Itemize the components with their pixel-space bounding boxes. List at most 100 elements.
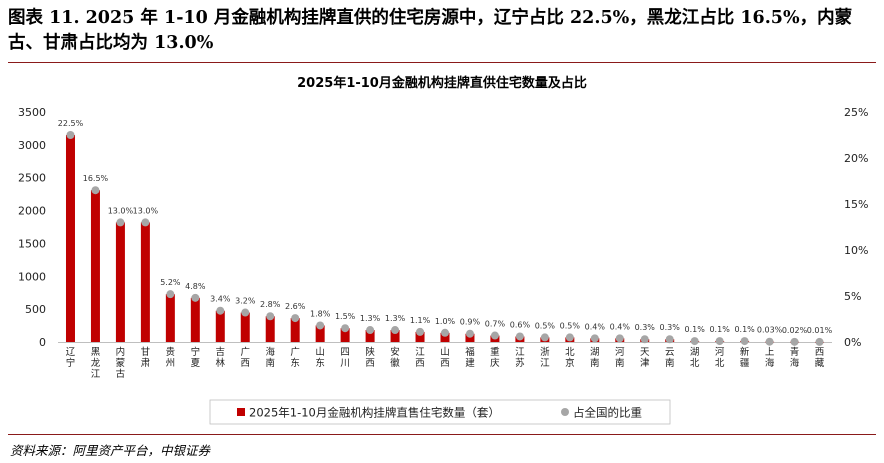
category-label: 重庆 [490, 346, 500, 369]
bar [465, 333, 475, 342]
bar [365, 330, 375, 342]
share-point [266, 312, 275, 321]
share-point [465, 329, 474, 338]
left-axis: 0 500 1000 1500 2000 2500 3000 3500 [18, 106, 46, 349]
share-label: 2.6% [285, 302, 306, 311]
category-label: 吉林 [216, 347, 226, 369]
share-point [416, 327, 425, 336]
top-rule [8, 62, 876, 63]
category-label: 内蒙古 [116, 346, 126, 380]
share-label: 1.0% [435, 317, 456, 326]
legend-frame [209, 399, 671, 425]
share-label: 4.8% [185, 282, 206, 291]
share-point [216, 306, 225, 315]
share-label: 0.6% [510, 320, 531, 329]
bar [340, 328, 350, 342]
share-point [640, 335, 649, 344]
share-point [366, 326, 375, 335]
category-label: 广东 [290, 346, 300, 369]
right-axis: 0% 5% 10% 15% 20% 25% [844, 106, 868, 349]
share-point [341, 324, 350, 333]
y-tick-label: 3000 [18, 139, 46, 152]
y-tick-label: 0 [39, 336, 46, 349]
bar [165, 294, 175, 342]
y-tick-label: 2000 [18, 205, 46, 218]
category-label: 辽宁 [66, 346, 76, 369]
category-label: 安徽 [390, 346, 400, 369]
category-label: 黑龙江 [91, 347, 101, 380]
share-point [391, 326, 400, 335]
category-label: 上海 [765, 347, 775, 369]
bar [440, 332, 450, 342]
share-point [665, 335, 674, 344]
share-point [515, 332, 524, 341]
share-point [740, 337, 749, 346]
bar [115, 222, 125, 342]
category-label: 福建 [465, 346, 475, 369]
share-label: 0.3% [660, 323, 681, 332]
y2-tick-label: 20% [844, 152, 868, 165]
category-label: 河南 [615, 346, 625, 369]
bar [215, 310, 225, 342]
share-point [241, 308, 250, 317]
category-label: 四川 [340, 347, 350, 369]
y-tick-label: 1000 [18, 270, 46, 283]
share-label: 1.8% [310, 309, 331, 318]
share-point [191, 293, 200, 302]
share-point [116, 218, 125, 227]
y-tick-label: 2500 [18, 172, 46, 185]
chart-title: 2025年1-10月金融机构挂牌直供住宅数量及占比 [297, 75, 587, 91]
legend-bar-swatch [237, 408, 245, 416]
category-label: 湖南 [590, 347, 600, 369]
share-point [91, 186, 100, 195]
bar [140, 222, 150, 342]
share-point [66, 131, 75, 139]
y2-tick-label: 25% [844, 106, 868, 119]
share-point [765, 337, 774, 346]
category-label: 海南 [265, 346, 275, 369]
share-label: 1.3% [385, 314, 406, 323]
share-label: 22.5% [58, 119, 84, 128]
category-label: 浙江 [540, 346, 550, 369]
y-tick-label: 1500 [18, 237, 46, 250]
category-label: 江西 [415, 347, 425, 369]
share-label: 0.03% [757, 326, 783, 335]
y2-tick-label: 5% [844, 290, 861, 303]
share-point [565, 333, 574, 342]
bar [90, 190, 100, 342]
share-label: 1.5% [335, 312, 356, 321]
category-label: 山东 [315, 347, 325, 369]
share-label: 5.2% [160, 278, 181, 287]
share-label: 2.8% [260, 300, 281, 309]
share-point [815, 337, 824, 346]
share-label: 3.2% [235, 297, 256, 306]
share-label: 0.5% [560, 321, 581, 330]
legend-dot-label: 占全国的比重 [573, 406, 642, 420]
share-label: 0.1% [685, 325, 706, 334]
category-label: 广西 [241, 346, 251, 369]
y-tick-label: 500 [25, 303, 46, 316]
share-label: 0.5% [535, 321, 556, 330]
share-label: 13.0% [133, 206, 159, 215]
bar [190, 297, 200, 342]
share-points: 22.5% 16.5% 13.0% 13.0% 5.2% 4.8% 3.4% 3.2% 2.8%… [58, 119, 833, 346]
share-point [490, 331, 499, 340]
bar [240, 312, 250, 342]
share-point [615, 334, 624, 343]
bottom-rule [8, 434, 876, 435]
share-point [790, 337, 799, 346]
legend: 2025年1-10月金融机构挂牌直售住宅数量（套） 占全国的比重 [209, 399, 671, 425]
share-point [590, 334, 599, 343]
share-label: 0.7% [485, 320, 506, 329]
bar [265, 316, 275, 342]
share-point [540, 333, 549, 342]
category-label: 北京 [565, 347, 575, 369]
y2-tick-label: 15% [844, 198, 868, 211]
y2-tick-label: 10% [844, 244, 868, 257]
share-label: 0.4% [610, 322, 631, 331]
category-label: 湖北 [690, 347, 700, 369]
category-label: 新疆 [740, 346, 750, 369]
category-label: 宁夏 [191, 346, 201, 369]
y2-tick-label: 0% [844, 336, 861, 349]
share-label: 0.1% [734, 325, 755, 334]
